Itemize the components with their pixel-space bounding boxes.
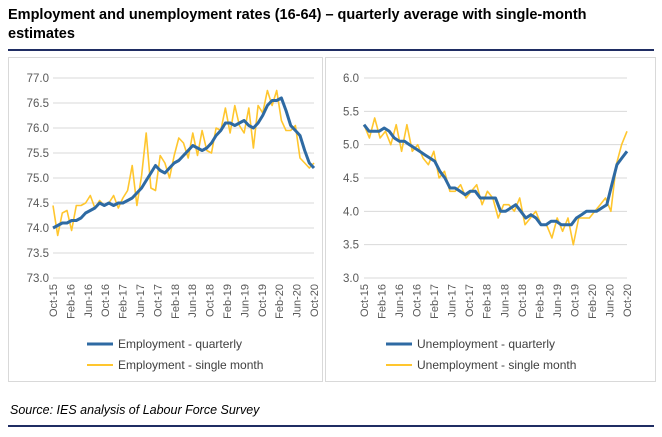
y-tick-label: 5.5 (343, 106, 359, 118)
y-tick-label: 74.5 (27, 198, 49, 210)
bottom-rule (8, 425, 654, 427)
y-tick-label: 5.0 (343, 140, 359, 152)
y-tick-label: 4.5 (343, 173, 359, 185)
y-tick-label: 77.0 (27, 73, 49, 85)
single-month-line (363, 117, 628, 246)
legend-label: Employment - quarterly (118, 337, 242, 351)
x-tick-label: Feb-20 (587, 284, 599, 319)
employment-chart: 73.0 73.5 74.0 74.5 75.0 75.5 76.0 76.5 77.0 Oct-… (27, 73, 321, 372)
x-tick-label: Oct-19 (569, 284, 581, 317)
x-tick-label: Jun-20 (604, 284, 616, 318)
quarterly-line (52, 96, 316, 230)
x-tick-label: Jun-20 (292, 284, 304, 318)
x-tick-label: Oct-16 (412, 284, 424, 317)
y-tick-label: 6.0 (343, 73, 359, 85)
employment-chart-frame: 73.0 73.5 74.0 74.5 75.0 75.5 76.0 76.5 77.0 Oct-… (8, 57, 323, 382)
x-tick-label: Oct-16 (100, 284, 112, 317)
x-tick-label: Jun-19 (552, 284, 564, 318)
x-tick-label: Oct-20 (309, 284, 321, 317)
x-tick-label: Jun-19 (239, 284, 251, 318)
x-tick-label: Jun-18 (499, 284, 511, 318)
x-tick-label: Feb-17 (429, 284, 441, 319)
y-tick-label: 4.0 (343, 206, 359, 218)
x-tick-label: Feb-18 (482, 284, 494, 319)
y-tick-label: 73.0 (27, 273, 49, 285)
x-tick-label: Oct-20 (622, 284, 634, 317)
legend-label: Unemployment - quarterly (417, 337, 555, 351)
x-tick-label: Feb-16 (377, 284, 389, 319)
x-tick-label: Feb-19 (534, 284, 546, 319)
x-tick-label: Jun-16 (394, 284, 406, 318)
x-tick-label: Jun-17 (135, 284, 147, 318)
x-tick-label: Jun-17 (447, 284, 459, 318)
chart-title: Employment and unemployment rates (16-64… (8, 7, 587, 42)
x-tick-label: Oct-15 (359, 284, 371, 317)
source-note: Source: IES analysis of Labour Force Sur… (10, 403, 260, 417)
x-tick-label: Oct-19 (257, 284, 269, 317)
y-tick-label: 76.0 (27, 123, 49, 135)
x-tick-label: Oct-18 (517, 284, 529, 317)
x-tick-label: Oct-17 (464, 284, 476, 317)
x-tick-label: Oct-15 (48, 284, 60, 317)
unemployment-chart-frame: 3.0 3.5 4.0 4.5 5.0 5.5 6.0 Oct-15 Feb-16 Jun-16 O… (325, 57, 656, 382)
single-month-line (52, 89, 315, 237)
y-tick-label: 75.5 (27, 148, 49, 160)
y-tick-label: 3.0 (343, 273, 359, 285)
x-tick-label: Feb-17 (118, 284, 130, 319)
x-tick-label: Oct-18 (205, 284, 217, 317)
y-tick-label: 76.5 (27, 98, 49, 110)
y-tick-label: 73.5 (27, 248, 49, 260)
x-tick-label: Feb-18 (170, 284, 182, 319)
quarterly-line (362, 123, 629, 227)
y-tick-label: 74.0 (27, 223, 49, 235)
x-tick-label: Oct-17 (152, 284, 164, 317)
legend-label: Employment - single month (118, 358, 263, 372)
x-tick-label: Feb-16 (65, 284, 77, 319)
unemployment-chart: 3.0 3.5 4.0 4.5 5.0 5.5 6.0 Oct-15 Feb-16 Jun-16 O… (343, 73, 634, 372)
x-tick-label: Feb-19 (222, 284, 234, 319)
y-tick-label: 75.0 (27, 173, 49, 185)
x-tick-label: Feb-20 (274, 284, 286, 319)
y-tick-label: 3.5 (343, 240, 359, 252)
x-tick-label: Jun-16 (83, 284, 95, 318)
top-rule (8, 49, 654, 51)
x-tick-label: Jun-18 (187, 284, 199, 318)
legend-label: Unemployment - single month (417, 358, 576, 372)
